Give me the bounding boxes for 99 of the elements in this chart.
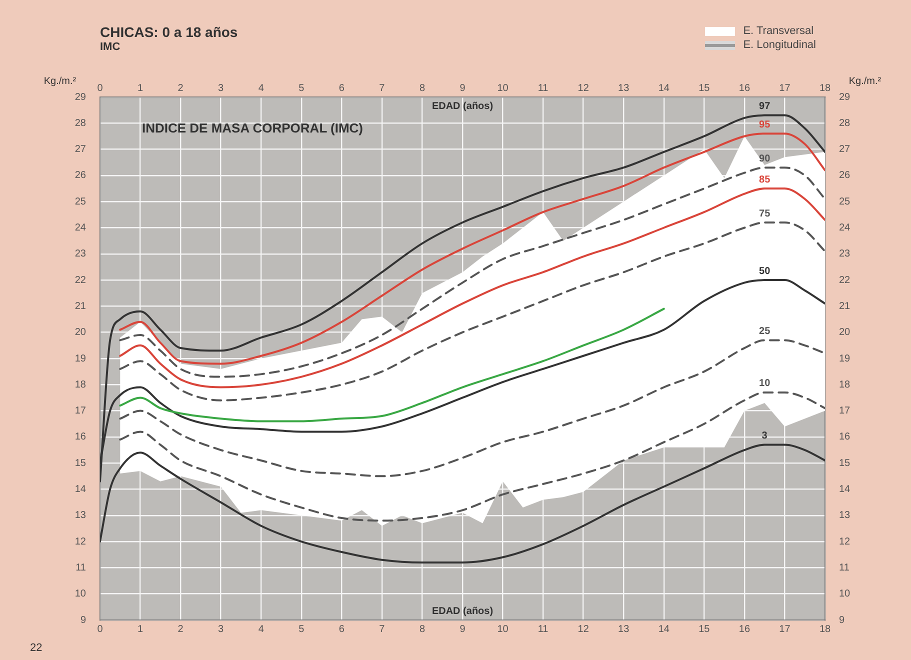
y2-tick-label: 13 [839, 510, 851, 522]
y2-tick-label: 10 [839, 588, 851, 600]
y2-tick-label: 25 [839, 196, 851, 208]
x-tick-label: 10 [497, 82, 509, 94]
x-tick-label: 2 [178, 82, 184, 94]
x-tick-label: 17 [779, 82, 791, 94]
series-label: 95 [759, 119, 771, 130]
series-label: 90 [759, 153, 771, 164]
y-tick-label: 25 [74, 196, 86, 208]
x-tick-label: 6 [338, 82, 345, 94]
chart-subtitle: IMC [100, 41, 120, 53]
x-tick-label: 14 [658, 82, 670, 94]
y-tick-label: 9 [80, 614, 86, 626]
y2-tick-label: 22 [839, 274, 851, 286]
x-tick-label: 18 [819, 82, 831, 94]
legend-label: E. Transversal [743, 25, 814, 37]
x2-tick-label: 1 [137, 624, 144, 635]
x-tick-label: 3 [218, 82, 224, 94]
y2-tick-label: 23 [839, 248, 851, 260]
y-tick-label: 10 [74, 588, 86, 600]
x2-tick-label: 15 [698, 624, 710, 635]
series-label: 85 [759, 174, 771, 186]
series-label: 10 [759, 378, 771, 390]
x2-tick-label: 14 [658, 624, 670, 635]
y-tick-label: 20 [74, 327, 86, 338]
x-tick-label: 8 [419, 82, 426, 94]
text: E. Longitudinal [743, 39, 816, 51]
y2-tick-label: 28 [839, 118, 851, 129]
y2-tick-label: 24 [839, 222, 851, 234]
y2-tick-label: 15 [839, 458, 851, 469]
y2-tick-label: 17 [839, 406, 851, 417]
y2-tick-label: 20 [839, 327, 851, 338]
y-tick-label: 26 [74, 170, 86, 182]
x2-tick-label: 4 [258, 624, 264, 635]
y-tick-label: 29 [74, 92, 86, 103]
x2-tick-label: 16 [738, 624, 750, 635]
y2-tick-label: 19 [839, 353, 851, 364]
x2-tick-label: 3 [218, 624, 224, 635]
y-tick-label: 23 [74, 248, 86, 260]
y-tick-label: 12 [74, 536, 86, 548]
series-label: 25 [759, 326, 771, 337]
y-tick-label: 18 [74, 379, 86, 390]
x-tick-label: 15 [698, 82, 710, 94]
y2-tick-label: 29 [839, 92, 851, 103]
y-tick-label: 28 [74, 118, 86, 129]
text: 22 [30, 642, 42, 654]
y2-tick-label: 9 [839, 614, 845, 626]
y-tick-label: 15 [74, 458, 86, 469]
x-tick-label: 5 [298, 82, 305, 94]
y2-tick-label: 11 [839, 562, 850, 574]
y-tick-label: 21 [74, 300, 86, 312]
y2-tick-label: 16 [839, 432, 851, 443]
x2-tick-label: 12 [578, 624, 590, 635]
x2-tick-label: 10 [497, 624, 509, 635]
y2-tick-label: 26 [839, 170, 851, 182]
x2-tick-label: 5 [298, 624, 305, 635]
x2-tick-label: 13 [618, 624, 630, 635]
x2-axis-title: EDAD (años) [432, 100, 494, 112]
y-tick-label: 16 [74, 432, 86, 443]
y-axis-title: Kg./m.² [44, 76, 77, 87]
y-tick-label: 17 [74, 406, 86, 417]
x-tick-label: 4 [258, 82, 264, 94]
annotation: INDICE DE MASA CORPORAL (IMC) [142, 120, 363, 136]
series-label: 75 [759, 208, 771, 220]
x-tick-label: 11 [538, 82, 549, 94]
x2-tick-label: 9 [460, 624, 466, 635]
x-axis-title: EDAD (años) [432, 606, 494, 617]
x-tick-label: 12 [578, 82, 590, 94]
y-tick-label: 11 [76, 562, 86, 574]
chart-title: CHICAS: 0 a 18 años [100, 24, 238, 40]
y2-axis-title: Kg./m.² [848, 76, 882, 87]
y2-tick-label: 14 [839, 484, 851, 495]
x2-tick-label: 7 [379, 624, 386, 635]
x2-tick-label: 8 [419, 624, 426, 635]
y-tick-label: 19 [74, 353, 86, 364]
x2-tick-label: 11 [538, 624, 549, 635]
series-label: 50 [759, 266, 771, 277]
y-tick-label: 27 [74, 144, 86, 156]
x2-tick-label: 6 [338, 624, 345, 635]
y-tick-label: 24 [74, 222, 86, 234]
y-tick-label: 14 [74, 484, 86, 495]
series-label: 97 [759, 101, 771, 112]
y-tick-label: 22 [74, 274, 86, 286]
x2-tick-label: 0 [97, 624, 104, 635]
y-tick-label: 13 [74, 510, 86, 522]
x-tick-label: 9 [460, 82, 466, 94]
x-tick-label: 0 [97, 82, 104, 94]
y2-tick-label: 12 [839, 536, 851, 548]
x-tick-label: 7 [379, 82, 386, 94]
x-tick-label: 1 [137, 82, 144, 94]
y2-tick-label: 18 [839, 379, 851, 390]
x2-tick-label: 2 [178, 624, 184, 635]
x2-tick-label: 18 [819, 624, 831, 635]
y2-tick-label: 27 [839, 144, 851, 156]
y2-tick-label: 21 [839, 300, 851, 312]
x2-tick-label: 17 [779, 624, 791, 635]
x-tick-label: 16 [738, 82, 750, 94]
x-tick-label: 13 [618, 82, 630, 94]
series-label: 3 [762, 430, 768, 442]
